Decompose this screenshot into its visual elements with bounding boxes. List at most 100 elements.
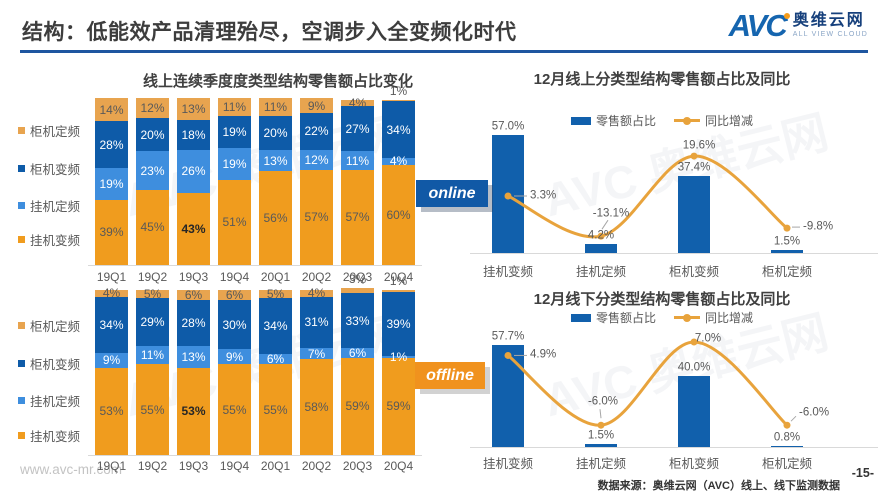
bar-segment: 4% xyxy=(382,155,415,167)
x-axis-label: 19Q2 xyxy=(137,459,168,473)
chart-title-online-stacked: 线上连续季度度类型结构零售额占比变化 xyxy=(142,73,414,90)
bar-value-label: 57% xyxy=(304,210,329,225)
bar-segment: 39% xyxy=(95,199,128,265)
bar-value-label: 1.5% xyxy=(587,429,615,442)
x-axis-label: 20Q3 xyxy=(342,270,373,284)
bar-value-label: 34% xyxy=(99,317,124,332)
bar-segment: 14% xyxy=(95,98,128,122)
bar-value-label: 11% xyxy=(222,100,247,115)
bar-value-label: 27% xyxy=(345,121,370,136)
bar-segment: 45% xyxy=(136,189,169,265)
bar-value-label: 4% xyxy=(307,286,326,301)
bar-segment: 12% xyxy=(300,149,333,170)
bar-segment: 11% xyxy=(136,346,169,365)
stacked-bar: 1% 39% 1% 59% xyxy=(382,275,415,455)
legend-swatch-icon xyxy=(18,432,25,439)
bar-segment: 53% xyxy=(95,367,128,455)
bar-value-label: 19% xyxy=(99,176,124,191)
bar-segment: 23% xyxy=(136,151,169,190)
bar-segment: 6% xyxy=(259,353,292,365)
bar-value-label: 57.7% xyxy=(491,330,525,343)
bar-value-label: 12% xyxy=(304,152,329,167)
x-axis-label: 柜机定频 xyxy=(761,265,813,279)
bar-segment: 55% xyxy=(136,364,169,455)
bar-value-label: 40.0% xyxy=(677,361,711,374)
logo-orange-dot-icon xyxy=(783,13,790,19)
page-title: 结构：低能效产品清理殆尽，空调步入全变频化时代 xyxy=(22,21,517,44)
line-point-marker-icon xyxy=(597,421,605,429)
bar-value-label: 59% xyxy=(345,399,370,414)
legend-label: 柜机变频 xyxy=(30,358,81,372)
legend-swatch-icon xyxy=(18,202,25,209)
bar-value-label: 0.8% xyxy=(773,431,801,444)
bar-value-label: 7% xyxy=(307,346,326,361)
bar-value-label: 43% xyxy=(181,222,206,237)
bar-value-label: 5% xyxy=(266,287,285,302)
bar-segment: 11% xyxy=(218,98,251,117)
legend-item: 挂机定频 xyxy=(18,391,80,410)
x-axis-label: 柜机定频 xyxy=(761,457,813,471)
line-point-marker-icon xyxy=(783,421,791,429)
legend-label: 柜机定频 xyxy=(30,125,81,139)
bar-value-label: 59% xyxy=(386,399,411,414)
legend-item: 挂机变频 xyxy=(18,426,80,445)
bar-value-label: 51% xyxy=(222,215,247,230)
bar-segment: 19% xyxy=(218,148,251,180)
logo-text-block: 奥维云网 ALL VIEW CLOUD xyxy=(793,12,868,38)
bar-value-label: 57.0% xyxy=(491,120,525,133)
bar-segment: 1% xyxy=(382,275,415,292)
logo-name-cn: 奥维云网 xyxy=(792,12,865,30)
bar xyxy=(771,445,803,447)
line-value-label: -9.8% xyxy=(803,220,834,233)
stacked-bar: 9% 22% 12% 57% xyxy=(300,98,333,265)
x-axis-label: 19Q1 xyxy=(96,270,127,284)
legend-item: 挂机变频 xyxy=(18,230,80,249)
legend-swatch-icon xyxy=(18,236,25,243)
legend-label: 零售额占比 xyxy=(595,114,656,128)
bar-segment: 56% xyxy=(259,171,292,265)
x-axis-label: 19Q4 xyxy=(219,270,250,284)
x-axis-label: 19Q4 xyxy=(219,459,250,473)
x-axis-label: 柜机变频 xyxy=(668,265,720,279)
bar-value-label: 33% xyxy=(345,313,370,328)
x-axis-label: 19Q3 xyxy=(178,270,209,284)
x-axis-label: 挂机变频 xyxy=(482,265,534,279)
chart-title-offline-combo: 12月线下分类型结构零售额占比及同比 xyxy=(533,291,791,308)
bar-value-label: 6% xyxy=(348,345,367,360)
bar-segment: 13% xyxy=(177,346,210,368)
legend-swatch-icon xyxy=(18,165,25,172)
line-value-label: -6.0% xyxy=(799,406,830,419)
stacked-bar: 5% 29% 11% 55% xyxy=(136,288,169,455)
legend-item: 柜机定频 xyxy=(18,121,80,140)
bar-value-label: 57% xyxy=(345,210,370,225)
legend-swatch-icon xyxy=(18,322,25,329)
x-axis-label: 20Q2 xyxy=(301,270,332,284)
stacked-bar: 6% 28% 13% 53% xyxy=(177,289,210,455)
bar-value-label: 58% xyxy=(304,400,329,415)
legend-item: 柜机变频 xyxy=(18,354,80,373)
stacked-bar: 3% 33% 6% 59% xyxy=(341,273,374,455)
stacked-bar: 4% 27% 11% 57% xyxy=(341,97,374,265)
bar-value-label: 4.2% xyxy=(587,229,615,242)
axis-baseline xyxy=(470,253,878,254)
bar-segment: 43% xyxy=(177,193,210,265)
bar-value-label: 13% xyxy=(181,101,206,116)
bar-segment: 9% xyxy=(218,349,251,365)
bar-value-label: 20% xyxy=(140,127,165,142)
bar-value-label: 1% xyxy=(389,349,408,364)
bar-value-label: 53% xyxy=(181,404,206,419)
x-axis-label: 19Q1 xyxy=(96,459,127,473)
bar-segment: 20% xyxy=(259,116,292,150)
bar-value-label: 39% xyxy=(386,316,411,331)
bar-value-label: 11% xyxy=(263,100,288,115)
legend-item: 柜机变频 xyxy=(18,159,80,178)
bar-value-label: 20% xyxy=(263,126,288,141)
bar-value-label: 1.5% xyxy=(773,235,801,248)
legend-label: 同比增减 xyxy=(705,114,754,128)
legend-label: 柜机定频 xyxy=(30,320,81,334)
bar-segment: 53% xyxy=(177,367,210,455)
bar-value-label: 11% xyxy=(345,153,370,168)
x-axis-label: 挂机定频 xyxy=(575,265,627,279)
bar-segment: 11% xyxy=(259,98,292,117)
bar-segment: 29% xyxy=(136,298,169,347)
